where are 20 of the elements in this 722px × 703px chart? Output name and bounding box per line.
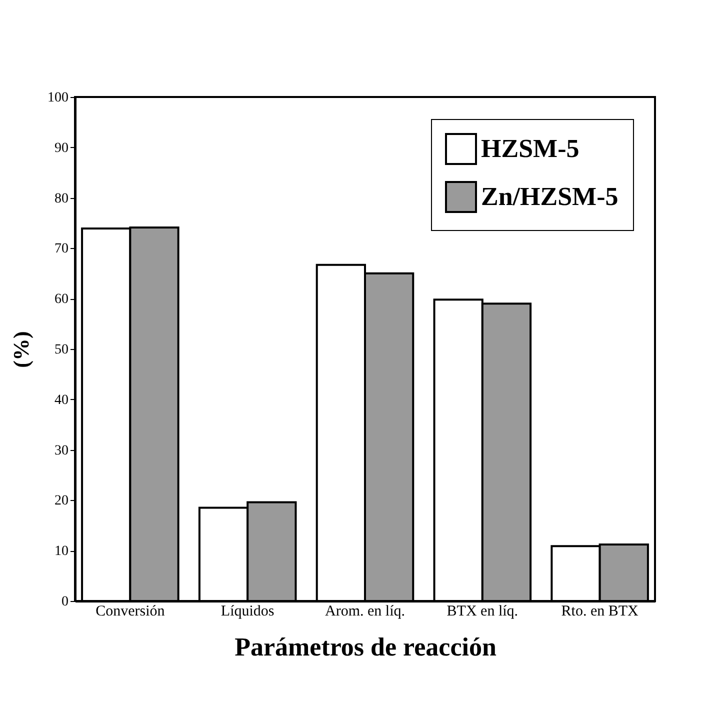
legend-label: Zn/HZSM-5 bbox=[481, 182, 618, 211]
y-tick-label: 40 bbox=[54, 392, 68, 408]
x-tick-label: Conversión bbox=[96, 604, 166, 620]
x-axis-title: Parámetros de reacción bbox=[234, 632, 497, 662]
x-tick-label: Rto. en BTX bbox=[561, 604, 639, 620]
y-tick-label: 50 bbox=[54, 342, 68, 358]
y-tick-label: 70 bbox=[54, 242, 68, 257]
y-tick-label: 100 bbox=[48, 90, 68, 106]
y-axis-title: (%) bbox=[8, 331, 34, 368]
legend-label: HZSM-5 bbox=[481, 134, 580, 163]
y-tick-label: 0 bbox=[62, 594, 68, 610]
y-tick-label: 30 bbox=[54, 443, 68, 458]
y-tick-label: 80 bbox=[54, 191, 68, 206]
y-tick-label: 10 bbox=[54, 544, 68, 560]
y-tick-label: 90 bbox=[54, 140, 68, 156]
y-tick-label: 20 bbox=[54, 494, 68, 509]
y-tick-label: 60 bbox=[54, 292, 68, 308]
x-tick-label: Arom. en líq. bbox=[325, 604, 405, 620]
x-tick-label: Líquidos bbox=[220, 604, 274, 620]
x-tick-label: BTX en líq. bbox=[446, 604, 518, 620]
